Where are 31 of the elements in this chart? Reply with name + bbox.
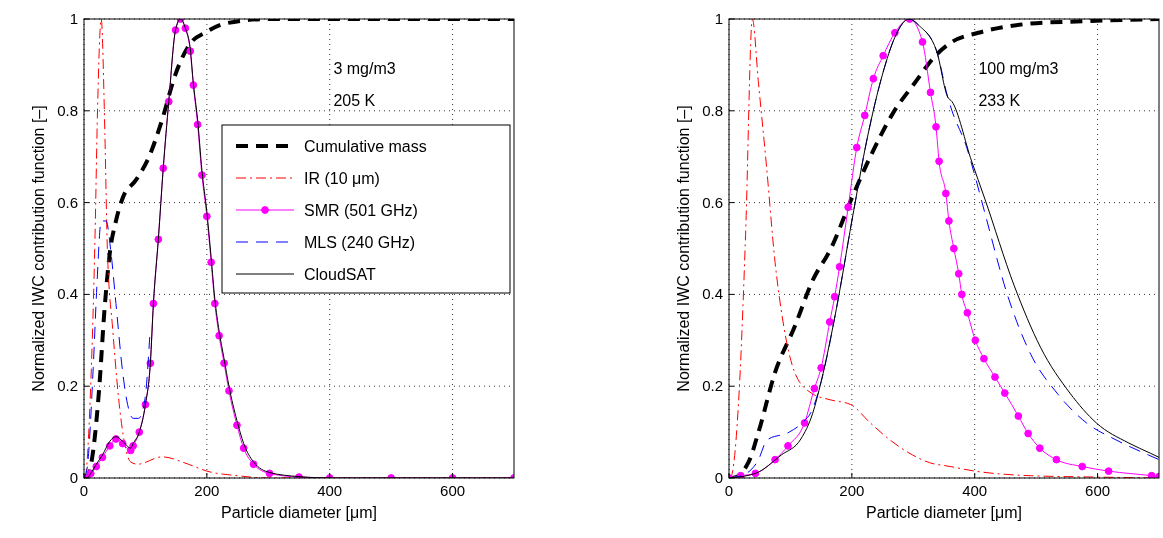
x-tick-label: 600 (1085, 482, 1111, 499)
legend-label: MLS (240 GHz) (304, 234, 416, 251)
y-tick-label: 0.2 (57, 377, 78, 395)
legend-label: CloudSAT (304, 266, 376, 283)
y-axis-title: Normalized IWC contribution function [–] (675, 105, 692, 392)
y-tick-label: 0.4 (57, 285, 78, 303)
y-tick-label: 0.8 (702, 101, 723, 119)
x-tick-label: 200 (194, 482, 220, 499)
y-tick-label: 1 (714, 10, 723, 27)
y-tick-label: 0 (714, 469, 723, 486)
x-axis-title: Particle diameter [μm] (866, 504, 1022, 521)
y-tick-label: 0.6 (57, 193, 78, 211)
annotation: 233 K (978, 92, 1021, 109)
y-tick-label: 0.4 (702, 285, 723, 303)
annotation: 205 K (333, 92, 376, 109)
y-axis-title: Normalized IWC contribution function [–] (30, 105, 47, 392)
y-tick-label: 0.2 (702, 377, 723, 395)
legend-label: IR (10 μm) (304, 170, 380, 187)
y-tick-label: 0.6 (702, 193, 723, 211)
y-tick-label: 1 (69, 10, 78, 27)
x-tick-label: 400 (962, 482, 988, 499)
y-tick-label: 0.8 (57, 101, 78, 119)
y-tick-label: 0 (69, 469, 78, 486)
annotation: 3 mg/m3 (333, 60, 396, 77)
x-tick-label: 600 (440, 482, 466, 499)
x-tick-label: 200 (839, 482, 865, 499)
annotation: 100 mg/m3 (978, 60, 1059, 77)
x-tick-label: 400 (317, 482, 343, 499)
x-axis-title: Particle diameter [μm] (221, 504, 377, 521)
legend-label: SMR (501 GHz) (304, 202, 418, 219)
legend-label: Cumulative mass (304, 138, 427, 155)
